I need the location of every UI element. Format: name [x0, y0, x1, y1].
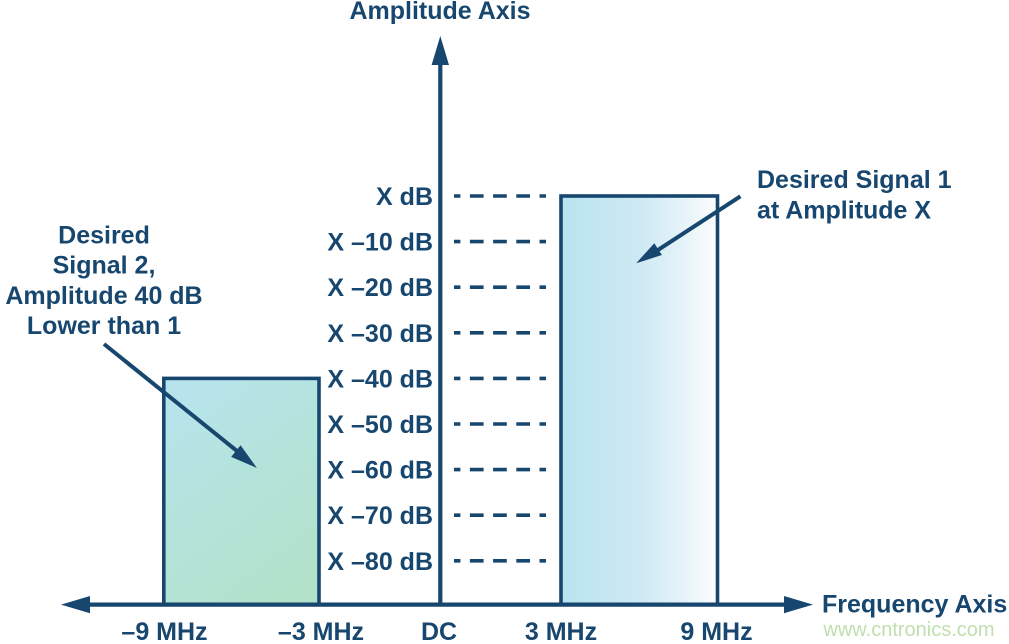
svg-text:X –70 dB: X –70 dB [327, 502, 433, 530]
svg-text:Amplitude Axis: Amplitude Axis [349, 0, 530, 25]
svg-text:X –60 dB: X –60 dB [327, 457, 433, 485]
svg-text:Amplitude 40 dB: Amplitude 40 dB [5, 282, 202, 310]
svg-text:DC: DC [421, 618, 457, 644]
svg-text:Lower than 1: Lower than 1 [27, 312, 181, 340]
svg-text:X –50 dB: X –50 dB [327, 411, 433, 439]
svg-text:at Amplitude X: at Amplitude X [757, 196, 931, 224]
svg-text:3 MHz: 3 MHz [525, 618, 597, 644]
svg-text:Desired: Desired [58, 221, 150, 249]
svg-text:–3 MHz: –3 MHz [278, 618, 364, 644]
svg-text:Desired Signal 1: Desired Signal 1 [757, 166, 952, 194]
svg-text:–9 MHz: –9 MHz [121, 618, 207, 644]
svg-text:9 MHz: 9 MHz [680, 618, 752, 644]
svg-text:X dB: X dB [376, 183, 433, 211]
svg-text:X –10 dB: X –10 dB [327, 229, 433, 257]
svg-text:Signal 2,: Signal 2, [53, 252, 156, 280]
svg-text:X –30 dB: X –30 dB [327, 320, 433, 348]
svg-text:X –80 dB: X –80 dB [327, 548, 433, 576]
svg-text:www.cntronics.com: www.cntronics.com [822, 619, 994, 641]
svg-text:X –20 dB: X –20 dB [327, 274, 433, 302]
svg-text:Frequency Axis: Frequency Axis [822, 590, 1007, 618]
svg-text:X –40 dB: X –40 dB [327, 365, 433, 393]
